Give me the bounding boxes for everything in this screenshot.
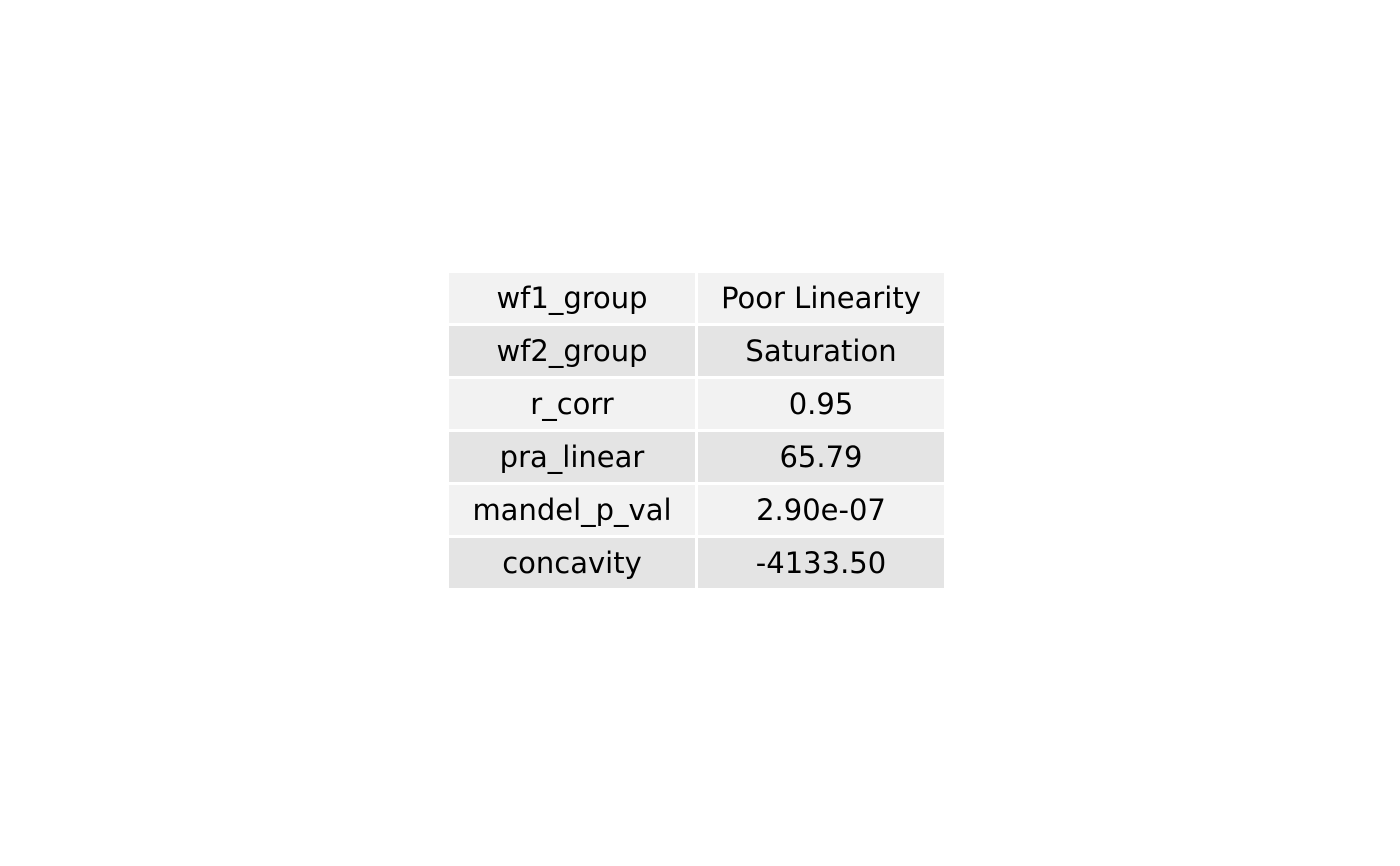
table-cell-key: r_corr xyxy=(449,379,695,429)
table-cell-key: mandel_p_val xyxy=(449,485,695,535)
table-row: wf2_group Saturation xyxy=(449,326,944,376)
table-cell-value: 2.90e-07 xyxy=(698,485,944,535)
table-row: wf1_group Poor Linearity xyxy=(449,273,944,323)
table-cell-key: concavity xyxy=(449,538,695,588)
table-cell-value: 0.95 xyxy=(698,379,944,429)
table-cell-key: wf1_group xyxy=(449,273,695,323)
table-cell-value: -4133.50 xyxy=(698,538,944,588)
stats-table: wf1_group Poor Linearity wf2_group Satur… xyxy=(446,270,947,591)
table-row: r_corr 0.95 xyxy=(449,379,944,429)
table-row: mandel_p_val 2.90e-07 xyxy=(449,485,944,535)
table-cell-value: Poor Linearity xyxy=(698,273,944,323)
table-cell-key: wf2_group xyxy=(449,326,695,376)
table-row: concavity -4133.50 xyxy=(449,538,944,588)
table-row: pra_linear 65.79 xyxy=(449,432,944,482)
table-cell-value: Saturation xyxy=(698,326,944,376)
table-cell-value: 65.79 xyxy=(698,432,944,482)
table-cell-key: pra_linear xyxy=(449,432,695,482)
stats-table-container: wf1_group Poor Linearity wf2_group Satur… xyxy=(449,273,951,588)
